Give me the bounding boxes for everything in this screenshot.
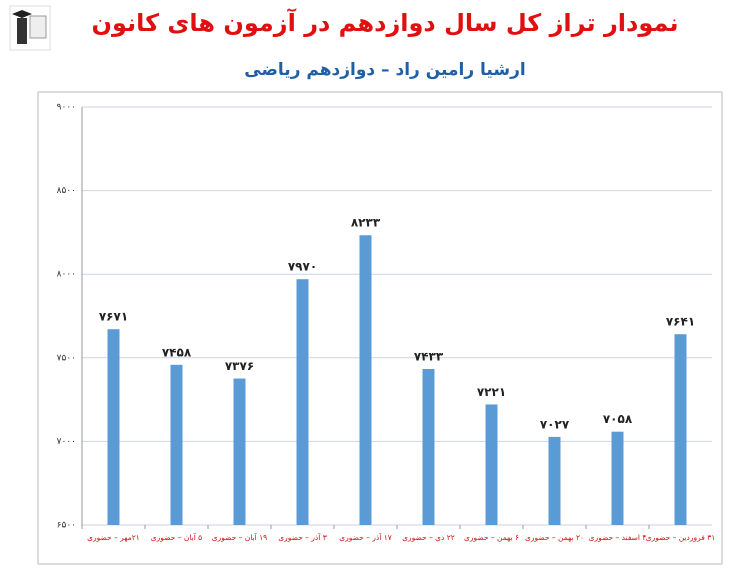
x-tick-label: ۳۱ فروردین – حضوری (646, 533, 716, 542)
y-tick-label: ۶۵۰۰ (57, 521, 76, 531)
value-label: ۷۰۵۸ (603, 412, 633, 426)
chart-frame (37, 91, 723, 565)
value-label: ۷۹۷۰ (288, 260, 317, 274)
bar (233, 378, 246, 525)
bar (359, 235, 372, 525)
bar (422, 369, 435, 525)
bar (485, 404, 498, 525)
y-tick-label: ۹۰۰۰ (57, 103, 76, 113)
bar (296, 279, 309, 525)
chart-subtitle: ارشیا رامین راد – دوازدهم ریاضی (244, 60, 525, 80)
y-tick-label: ۷۰۰۰ (57, 437, 76, 447)
logo (9, 5, 51, 51)
y-tick-label: ۸۰۰۰ (57, 270, 76, 280)
bar (170, 364, 183, 525)
value-label: ۷۴۳۳ (414, 350, 444, 364)
value-label: ۷۰۲۷ (540, 417, 570, 431)
bar (548, 436, 561, 525)
x-tick-label: ۶ بهمن – حضوری (464, 533, 519, 542)
value-label: ۷۳۷۶ (225, 359, 254, 373)
value-label: ۷۶۷۱ (99, 310, 128, 324)
value-label: ۷۶۴۱ (666, 315, 695, 329)
value-label: ۷۴۵۸ (162, 345, 192, 359)
x-tick-label: ۱۹ آبان – حضوری (212, 532, 267, 542)
x-tick-label: ۴ اسفند – حضوری (589, 533, 647, 542)
x-tick-label: ۵ آبان – حضوری (151, 532, 202, 542)
value-label: ۷۲۲۱ (477, 385, 506, 399)
y-tick-label: ۷۵۰۰ (57, 353, 76, 363)
x-tick-label: ۳ آذر – حضوری (278, 532, 327, 542)
chart-title: نمودار تراز کل سال دوازدهم در آزمون های … (92, 8, 679, 37)
y-tick-label: ۸۵۰۰ (57, 186, 76, 196)
x-tick-label: ۲۱مهر – حضوری (87, 533, 140, 542)
x-tick-label: ۱۷ آذر – حضوری (339, 532, 392, 542)
bar (107, 329, 120, 525)
x-tick-label: ۲۰ بهمن – حضوری (525, 533, 584, 542)
bar (611, 431, 624, 525)
x-tick-label: ۲۲ دی – حضوری (402, 533, 455, 542)
bar (674, 334, 687, 525)
value-label: ۸۲۳۳ (351, 216, 381, 230)
